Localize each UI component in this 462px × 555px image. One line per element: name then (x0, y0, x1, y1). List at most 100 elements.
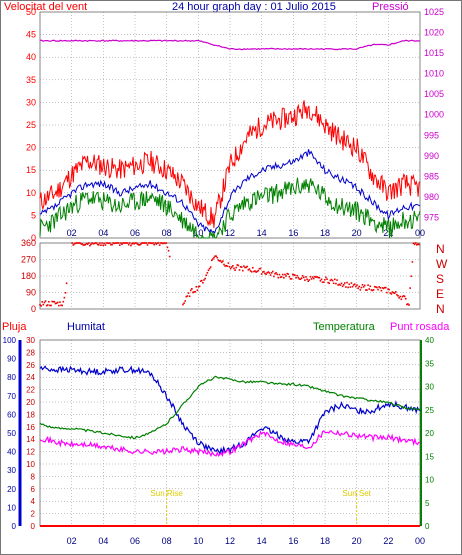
direction-point (49, 304, 51, 307)
direction-point (253, 270, 255, 273)
direction-point (138, 244, 141, 246)
direction-compass-label: N (436, 302, 445, 316)
direction-point (143, 242, 145, 244)
direction-point (277, 276, 280, 279)
direction-point (417, 243, 419, 245)
direction-point (112, 242, 114, 244)
direction-point (353, 283, 356, 286)
direction-point (418, 243, 420, 246)
direction-point (166, 246, 169, 249)
direction-point (348, 283, 351, 286)
direction-point (220, 261, 223, 264)
direction-point (208, 267, 211, 270)
wind-time-tick: 18 (320, 228, 330, 238)
temperature-title: Temperatura (313, 321, 376, 333)
direction-point (388, 288, 390, 291)
direction-point (322, 281, 325, 283)
direction-point (276, 273, 278, 276)
temperature-tick: 25 (425, 406, 434, 415)
direction-point (371, 289, 374, 292)
direction-point (391, 291, 394, 293)
direction-point (311, 276, 314, 278)
direction-point (290, 278, 293, 280)
direction-point (196, 289, 199, 291)
wind-speed-tick: 40 (26, 52, 36, 62)
direction-point (162, 242, 164, 245)
direction-point (399, 295, 402, 298)
direction-point (82, 244, 85, 246)
direction-point (341, 285, 344, 288)
direction-point (244, 266, 246, 269)
pressure-tick: 1025 (424, 7, 444, 17)
direction-point (309, 275, 312, 278)
direction-point (136, 243, 139, 245)
dewpoint-title: Punt rosada (390, 321, 450, 333)
direction-point (295, 276, 297, 279)
lower-time-tick: 04 (98, 536, 108, 546)
direction-point (53, 300, 56, 303)
direction-point (400, 298, 403, 301)
wind-speed-tick: 25 (26, 120, 36, 130)
direction-point (335, 282, 337, 285)
direction-point (99, 242, 101, 244)
direction-point (297, 276, 300, 279)
direction-point (264, 272, 266, 275)
direction-point (268, 272, 271, 274)
rain-tick: 20 (26, 398, 35, 407)
direction-point (345, 286, 347, 288)
direction-point (61, 304, 63, 307)
direction-point (409, 287, 411, 289)
direction-point (198, 285, 201, 288)
direction-point (120, 242, 122, 244)
direction-point (185, 295, 188, 298)
direction-point (121, 243, 123, 245)
direction-point (126, 242, 129, 244)
direction-point (410, 275, 413, 278)
temperature-line (39, 375, 421, 440)
direction-point (401, 295, 404, 298)
direction-point (54, 302, 57, 305)
direction-point (193, 291, 195, 293)
direction-point (234, 269, 236, 271)
direction-point (97, 244, 100, 246)
direction-point (337, 284, 339, 286)
rain-tick: 24 (26, 373, 35, 382)
direction-point (55, 302, 58, 305)
direction-point (122, 242, 124, 244)
direction-degree-tick: 0 (31, 304, 36, 314)
direction-point (147, 242, 150, 244)
wind-time-tick: 04 (98, 228, 108, 238)
direction-point (205, 274, 208, 277)
pressure-tick: 1005 (424, 89, 444, 99)
direction-point (226, 265, 229, 267)
direction-point (41, 301, 44, 303)
direction-point (380, 289, 383, 292)
direction-point (182, 303, 184, 306)
temperature-tick: 40 (425, 336, 434, 345)
direction-point (83, 244, 86, 246)
direction-point (318, 276, 321, 279)
direction-point (246, 265, 249, 268)
direction-point (298, 278, 301, 280)
wind-speed-tick: 50 (26, 7, 36, 17)
pressure-tick: 1010 (424, 69, 444, 79)
lower-time-axis: 02 04 06 08 10 12 14 16 18 20 22 00 (67, 536, 425, 546)
direction-point (302, 276, 305, 279)
direction-point (396, 293, 398, 296)
direction-point (46, 304, 49, 306)
direction-point (404, 297, 407, 300)
pressure-tick: 980 (424, 192, 439, 202)
direction-point (261, 271, 264, 273)
direction-point (158, 244, 161, 246)
direction-point (361, 283, 364, 286)
direction-point (278, 273, 281, 276)
direction-point (360, 286, 363, 289)
rain-tick: 0 (31, 522, 36, 531)
direction-point (201, 279, 203, 282)
direction-point (191, 288, 193, 290)
wind-speed-axis: 0 5 10 15 20 25 30 35 40 45 50 (26, 7, 36, 243)
direction-point (222, 260, 224, 262)
